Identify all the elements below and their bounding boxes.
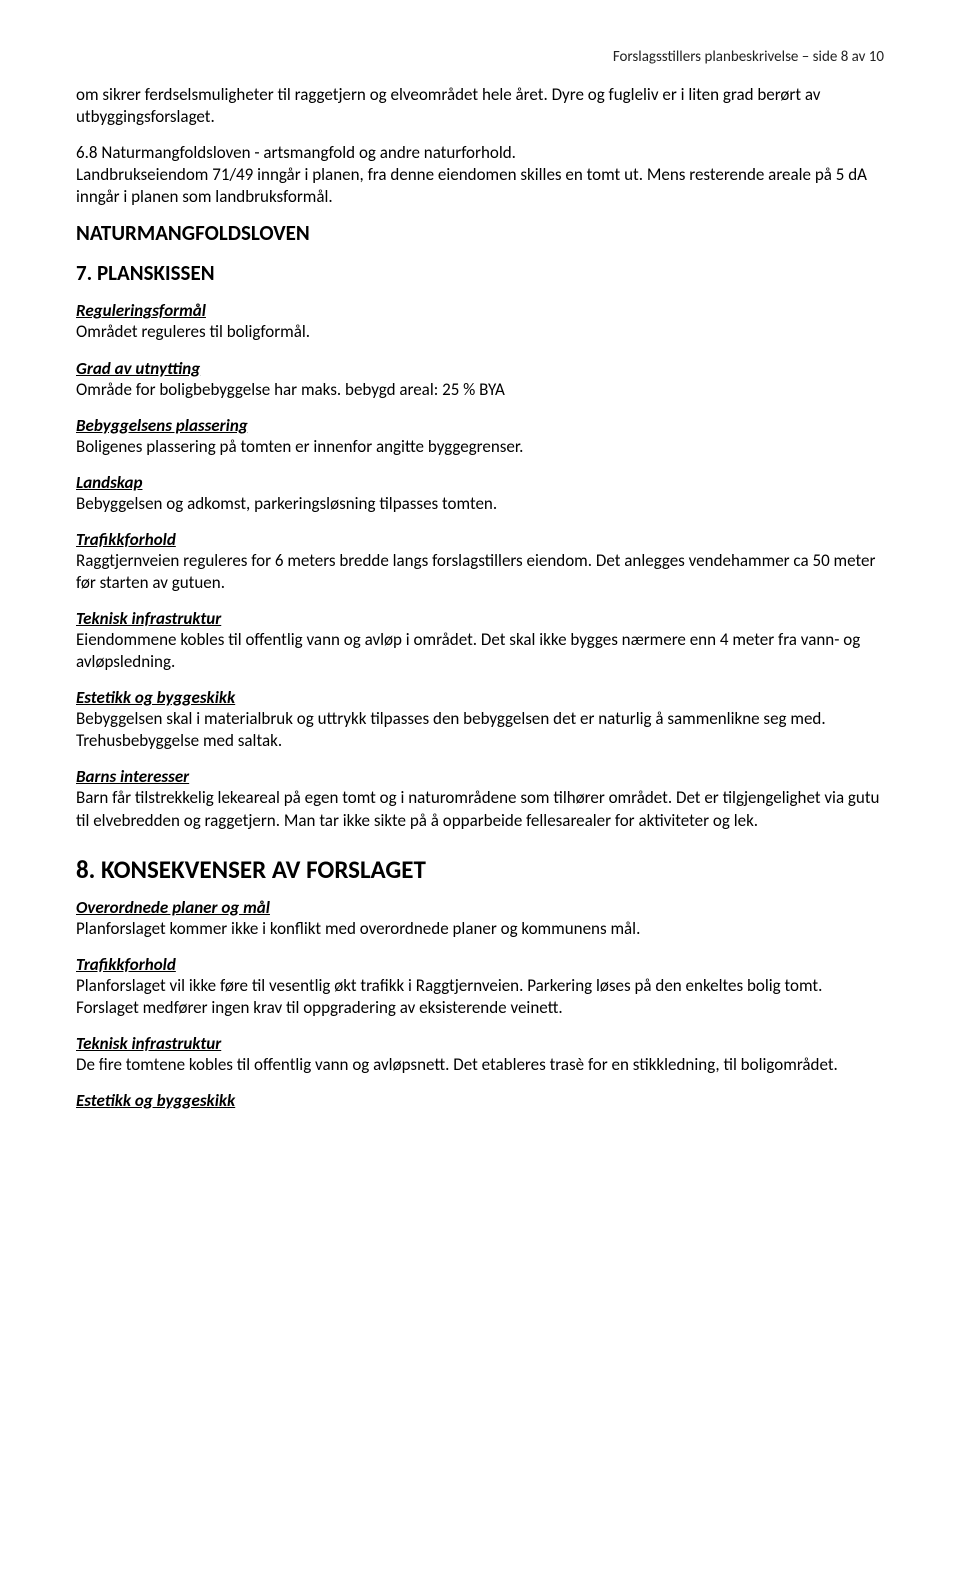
body-grad: Område for boligbebyggelse har maks. beb… [76, 379, 884, 401]
subheading-trafikk-1: Trafikkforhold [76, 529, 884, 550]
subheading-trafikk-2: Trafikkforhold [76, 954, 884, 975]
body-reguleringsformal: Området reguleres til boligformål. [76, 321, 884, 343]
subheading-reguleringsformal: Reguleringsformål [76, 300, 884, 321]
section-teknisk-infrastruktur-2: Teknisk infrastruktur De fire tomtene ko… [76, 1033, 884, 1076]
document-page: Forslagsstillers planbeskrivelse – side … [0, 0, 960, 1572]
section-landskap: Landskap Bebyggelsen og adkomst, parkeri… [76, 472, 884, 515]
body-trafikk-2: Planforslaget vil ikke føre til vesentli… [76, 975, 884, 1019]
subheading-teknisk-2: Teknisk infrastruktur [76, 1033, 884, 1054]
subheading-estetikk-1: Estetikk og byggeskikk [76, 687, 884, 708]
subheading-barn: Barns interesser [76, 766, 884, 787]
section-trafikkforhold-1: Trafikkforhold Raggtjernveien reguleres … [76, 529, 884, 594]
section-reguleringsformal: Reguleringsformål Området reguleres til … [76, 300, 884, 343]
section-bebyggelsens-plassering: Bebyggelsens plassering Boligenes plasse… [76, 415, 884, 458]
body-barn: Barn får tilstrekkelig lekeareal på egen… [76, 787, 884, 831]
section-6-8-title: 6.8 Naturmangfoldsloven - artsmangfold o… [76, 142, 884, 164]
body-bebyg: Boligenes plassering på tomten er innenf… [76, 436, 884, 458]
section-overordnede-planer: Overordnede planer og mål Planforslaget … [76, 897, 884, 940]
page-header-right: Forslagsstillers planbeskrivelse – side … [76, 48, 884, 66]
body-landskap: Bebyggelsen og adkomst, parkeringsløsnin… [76, 493, 884, 515]
section-estetikk-2: Estetikk og byggeskikk [76, 1090, 884, 1111]
intro-paragraph-1: om sikrer ferdselsmuligheter til raggetj… [76, 84, 884, 128]
section-estetikk-1: Estetikk og byggeskikk Bebyggelsen skal … [76, 687, 884, 752]
heading-planskissen: 7. PLANSKISSEN [76, 260, 884, 286]
section-teknisk-infrastruktur-1: Teknisk infrastruktur Eiendommene kobles… [76, 608, 884, 673]
subheading-landskap: Landskap [76, 472, 884, 493]
subheading-grad: Grad av utnytting [76, 358, 884, 379]
subheading-bebyg: Bebyggelsens plassering [76, 415, 884, 436]
body-overordnede: Planforslaget kommer ikke i konflikt med… [76, 918, 884, 940]
section-6-8-body: Landbrukseiendom 71/49 inngår i planen, … [76, 164, 884, 208]
body-estetikk-1: Bebyggelsen skal i materialbruk og uttry… [76, 708, 884, 752]
section-barns-interesser: Barns interesser Barn får tilstrekkelig … [76, 766, 884, 831]
body-trafikk-1: Raggtjernveien reguleres for 6 meters br… [76, 550, 884, 594]
body-teknisk-2: De fire tomtene kobles til offentlig van… [76, 1054, 884, 1076]
body-teknisk-1: Eiendommene kobles til offentlig vann og… [76, 629, 884, 673]
subheading-overordnede: Overordnede planer og mål [76, 897, 884, 918]
heading-naturmangfoldsloven: NATURMANGFOLDSLOVEN [76, 220, 884, 246]
subheading-estetikk-2: Estetikk og byggeskikk [76, 1090, 884, 1111]
heading-konsekvenser: 8. KONSEKVENSER AV FORSLAGET [76, 854, 884, 885]
section-trafikkforhold-2: Trafikkforhold Planforslaget vil ikke fø… [76, 954, 884, 1019]
subheading-teknisk-1: Teknisk infrastruktur [76, 608, 884, 629]
section-grad-av-utnytting: Grad av utnytting Område for boligbebygg… [76, 358, 884, 401]
section-6-8: 6.8 Naturmangfoldsloven - artsmangfold o… [76, 142, 884, 208]
